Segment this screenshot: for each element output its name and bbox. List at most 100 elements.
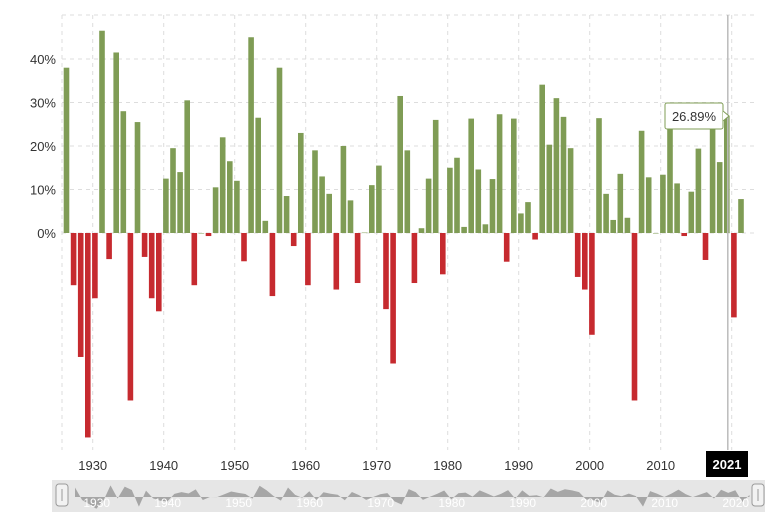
bar[interactable] <box>141 233 148 257</box>
bar[interactable] <box>369 185 375 233</box>
bar[interactable] <box>326 193 332 233</box>
bar[interactable] <box>404 150 411 233</box>
bar[interactable] <box>454 157 460 233</box>
bar[interactable] <box>120 111 127 233</box>
bar[interactable] <box>518 213 524 233</box>
bar[interactable] <box>589 233 595 335</box>
bar[interactable] <box>738 199 744 233</box>
bar[interactable] <box>305 233 311 286</box>
bar[interactable] <box>127 233 134 401</box>
bar[interactable] <box>383 233 389 310</box>
bar[interactable] <box>660 174 666 233</box>
bar[interactable] <box>440 233 446 275</box>
bar[interactable] <box>198 233 205 234</box>
bar[interactable] <box>709 107 716 233</box>
bar[interactable] <box>156 233 162 312</box>
bar[interactable] <box>290 233 297 247</box>
bar[interactable] <box>134 122 141 233</box>
bar[interactable] <box>227 161 233 233</box>
bar[interactable] <box>361 232 368 234</box>
bar[interactable] <box>312 150 318 233</box>
bar[interactable] <box>411 233 418 284</box>
bar[interactable] <box>482 224 489 233</box>
bar[interactable] <box>432 119 439 233</box>
bar[interactable] <box>567 148 574 233</box>
bar[interactable] <box>234 180 240 233</box>
bar[interactable] <box>525 202 531 233</box>
bar[interactable] <box>667 104 673 234</box>
bar[interactable] <box>425 178 432 233</box>
bar[interactable] <box>262 220 269 233</box>
bar[interactable] <box>70 233 77 286</box>
bar[interactable] <box>702 233 709 260</box>
bar[interactable] <box>248 37 254 233</box>
bar[interactable] <box>85 233 91 438</box>
bar[interactable] <box>674 183 680 233</box>
bar[interactable] <box>212 187 219 233</box>
bar[interactable] <box>77 233 84 357</box>
x-tick-label: 1980 <box>433 458 462 473</box>
bar[interactable] <box>610 219 616 233</box>
bar[interactable] <box>582 233 588 290</box>
bar[interactable] <box>298 132 304 233</box>
bar[interactable] <box>461 226 467 233</box>
bar[interactable] <box>241 233 247 262</box>
bar[interactable] <box>347 200 354 233</box>
bar[interactable] <box>113 52 119 233</box>
bar[interactable] <box>503 233 510 262</box>
bar[interactable] <box>617 173 624 233</box>
bar[interactable] <box>269 233 276 297</box>
bar[interactable] <box>191 233 198 286</box>
bar[interactable] <box>624 217 631 233</box>
bar[interactable] <box>106 233 112 260</box>
bar[interactable] <box>148 233 155 299</box>
bar[interactable] <box>184 100 190 233</box>
bar[interactable] <box>163 178 169 233</box>
bar[interactable] <box>170 148 176 233</box>
bar[interactable] <box>340 146 347 233</box>
bar[interactable] <box>638 130 645 233</box>
bar[interactable] <box>603 193 609 233</box>
bar[interactable] <box>546 144 553 233</box>
year-badge <box>706 451 748 477</box>
bar[interactable] <box>276 67 283 233</box>
bar[interactable] <box>354 233 361 284</box>
bar[interactable] <box>177 172 183 233</box>
bar[interactable] <box>631 233 638 401</box>
bar[interactable] <box>418 228 425 233</box>
bar[interactable] <box>539 84 545 233</box>
bar[interactable] <box>205 233 212 237</box>
bar[interactable] <box>475 169 482 233</box>
bar[interactable] <box>219 137 226 233</box>
bar[interactable] <box>681 233 687 237</box>
bar[interactable] <box>99 30 105 233</box>
bar[interactable] <box>92 233 98 299</box>
bar[interactable] <box>319 176 325 233</box>
bar[interactable] <box>688 191 695 233</box>
bar[interactable] <box>574 233 581 277</box>
bar[interactable] <box>532 233 538 240</box>
bar[interactable] <box>376 165 382 233</box>
bar[interactable] <box>468 118 474 233</box>
bar[interactable] <box>596 118 602 233</box>
tooltip-pointer <box>722 110 730 122</box>
bar[interactable] <box>496 114 503 233</box>
bar[interactable] <box>695 148 702 233</box>
bar[interactable] <box>283 196 290 233</box>
bar[interactable] <box>653 233 659 234</box>
bar[interactable] <box>489 179 496 233</box>
bar[interactable] <box>63 67 70 233</box>
bar[interactable] <box>255 117 261 233</box>
bar[interactable] <box>397 95 403 233</box>
bar[interactable] <box>447 167 453 233</box>
bar[interactable] <box>645 177 652 233</box>
bar[interactable] <box>724 116 730 233</box>
bar[interactable] <box>716 162 723 233</box>
bar[interactable] <box>333 233 340 290</box>
bar[interactable] <box>560 116 567 233</box>
bar[interactable] <box>553 98 560 234</box>
bar[interactable] <box>390 233 396 364</box>
bar[interactable] <box>731 233 737 318</box>
bar[interactable] <box>511 118 517 233</box>
